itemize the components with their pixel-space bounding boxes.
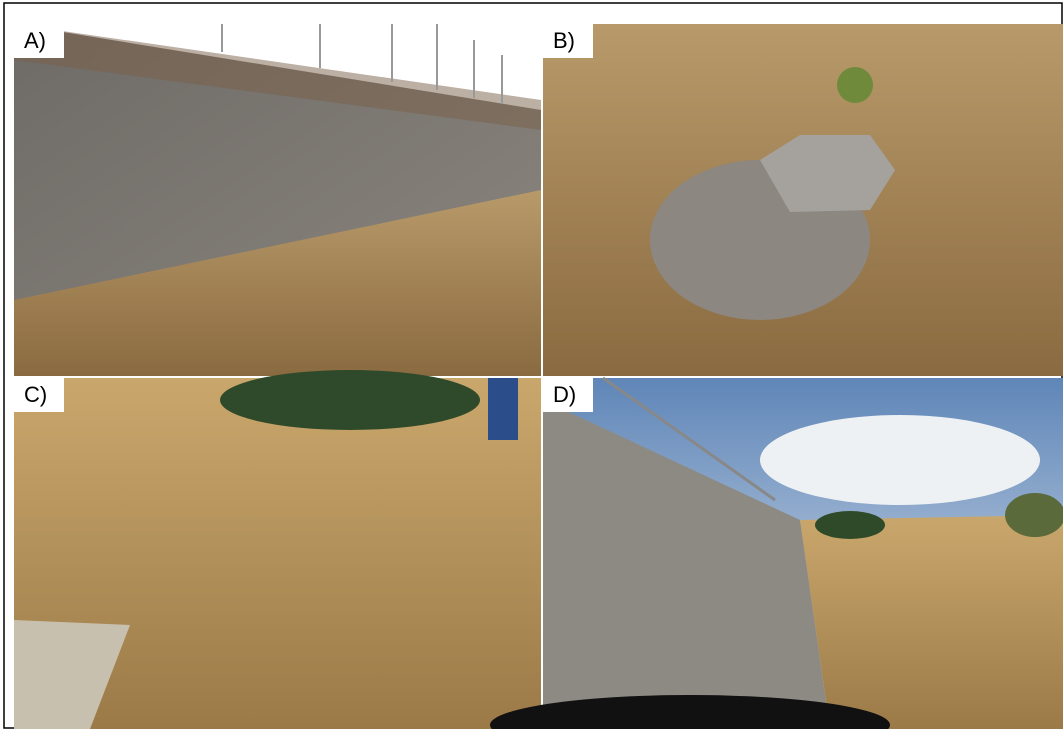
panel-label: B)	[553, 28, 575, 53]
photo-d	[490, 378, 1063, 729]
photo-a	[14, 24, 541, 376]
photo-c	[14, 370, 541, 729]
panel-label: A)	[24, 28, 46, 53]
panel-label: C)	[24, 382, 47, 407]
panel-label: D)	[553, 382, 576, 407]
page: A) B) C) D) (() => { const data = JSON.p…	[0, 0, 1063, 729]
photo-b	[543, 24, 1063, 376]
figure: A) B) C) D)	[0, 0, 1063, 729]
